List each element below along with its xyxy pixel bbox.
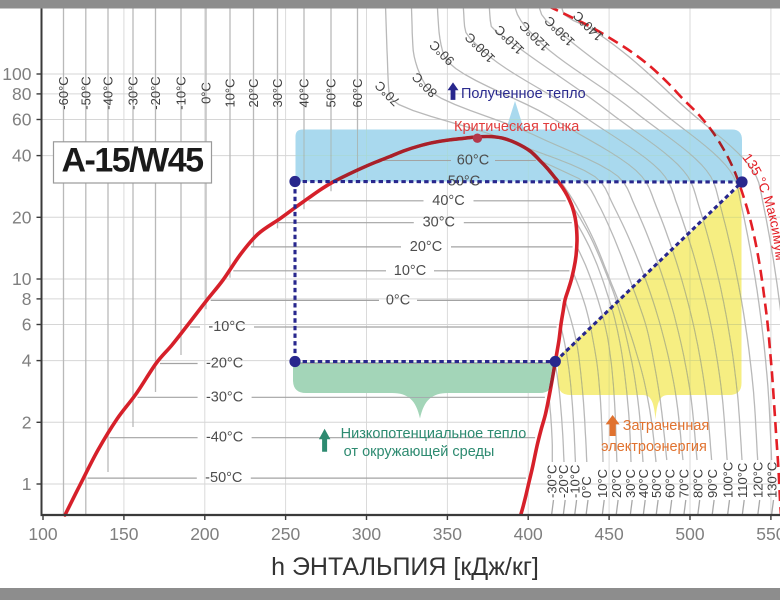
svg-text:A-15/W45: A-15/W45 <box>61 142 203 180</box>
svg-text:1: 1 <box>22 474 32 494</box>
svg-text:300: 300 <box>352 524 381 544</box>
svg-text:-20°C: -20°C <box>206 356 243 372</box>
svg-text:40°C: 40°C <box>297 78 312 107</box>
svg-text:Затраченная: Затраченная <box>623 418 710 434</box>
svg-text:100: 100 <box>2 64 31 84</box>
svg-text:100: 100 <box>28 524 57 544</box>
svg-text:Критическая точка: Критическая точка <box>454 119 580 135</box>
svg-text:450: 450 <box>594 524 623 544</box>
svg-text:0°C: 0°C <box>386 292 410 308</box>
svg-text:-10°C: -10°C <box>208 319 245 335</box>
svg-text:60: 60 <box>12 110 32 130</box>
svg-text:30°C: 30°C <box>270 78 285 107</box>
svg-text:8: 8 <box>22 289 32 309</box>
svg-text:-30°C: -30°C <box>544 465 559 498</box>
svg-text:10°C: 10°C <box>223 78 238 107</box>
svg-text:-20°C: -20°C <box>148 76 163 109</box>
svg-text:-30°C: -30°C <box>206 389 243 405</box>
svg-text:-60°C: -60°C <box>56 76 71 109</box>
svg-text:400: 400 <box>514 524 543 544</box>
svg-text:50°C: 50°C <box>649 469 664 498</box>
svg-text:-50°C: -50°C <box>78 76 93 109</box>
svg-text:10°C: 10°C <box>595 469 610 498</box>
svg-text:80: 80 <box>12 84 32 104</box>
svg-text:10: 10 <box>12 269 32 289</box>
svg-text:-10°C: -10°C <box>567 465 582 498</box>
svg-text:20°C: 20°C <box>246 78 261 107</box>
svg-text:30°C: 30°C <box>623 469 638 498</box>
svg-text:250: 250 <box>271 524 300 544</box>
svg-text:200: 200 <box>190 524 219 544</box>
svg-text:-30°C: -30°C <box>126 76 141 109</box>
svg-text:90°C: 90°C <box>705 469 720 498</box>
svg-text:-40°C: -40°C <box>206 430 243 446</box>
svg-text:-20°C: -20°C <box>556 465 571 498</box>
svg-text:0°C: 0°C <box>199 82 214 104</box>
svg-text:50°C: 50°C <box>448 174 480 190</box>
svg-text:30°C: 30°C <box>423 215 455 231</box>
svg-text:80°C: 80°C <box>691 469 706 498</box>
svg-text:40: 40 <box>12 146 32 166</box>
svg-text:100°C: 100°C <box>720 462 735 498</box>
svg-text:130°C: 130°C <box>764 462 779 498</box>
svg-text:от окружающей среды: от окружающей среды <box>344 444 495 460</box>
svg-text:60°C: 60°C <box>663 469 678 498</box>
svg-text:110°C: 110°C <box>735 463 750 498</box>
svg-text:350: 350 <box>433 524 462 544</box>
svg-text:6: 6 <box>22 315 32 335</box>
svg-text:40°C: 40°C <box>432 193 464 209</box>
svg-text:60°C: 60°C <box>350 78 365 107</box>
svg-text:20: 20 <box>12 207 32 227</box>
svg-text:h ЭНТАЛЬПИЯ [кДж/кг]: h ЭНТАЛЬПИЯ [кДж/кг] <box>271 553 539 581</box>
svg-text:-10°C: -10°C <box>174 76 189 109</box>
svg-text:электроэнергия: электроэнергия <box>601 439 707 455</box>
svg-text:-50°C: -50°C <box>205 470 242 486</box>
svg-text:Низкопотенциальное тепло: Низкопотенциальное тепло <box>341 426 527 442</box>
svg-text:2: 2 <box>22 412 32 432</box>
svg-text:50°C: 50°C <box>324 78 339 107</box>
svg-text:20°C: 20°C <box>609 469 624 498</box>
svg-text:-40°C: -40°C <box>101 76 116 109</box>
svg-text:4: 4 <box>22 351 32 371</box>
svg-text:Полученное тепло: Полученное тепло <box>461 86 586 102</box>
svg-text:10°C: 10°C <box>394 263 426 279</box>
svg-text:20°C: 20°C <box>410 239 442 255</box>
svg-text:550: 550 <box>756 524 780 544</box>
svg-text:60°C: 60°C <box>457 153 489 169</box>
svg-text:70°C: 70°C <box>677 469 692 498</box>
svg-text:120°C: 120°C <box>751 462 766 498</box>
svg-text:150: 150 <box>109 524 138 544</box>
svg-text:500: 500 <box>675 524 704 544</box>
svg-text:0°C: 0°C <box>579 476 594 498</box>
svg-text:40°C: 40°C <box>636 469 651 498</box>
